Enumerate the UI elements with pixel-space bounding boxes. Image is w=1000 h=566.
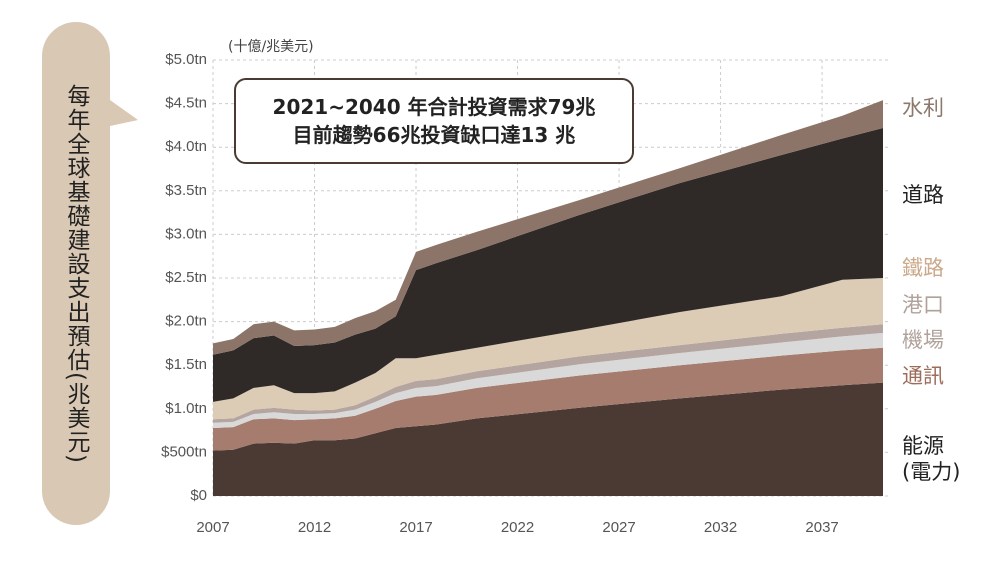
legend-label: 能源 (電力) xyxy=(902,434,961,484)
ticks: $0 $500tn $1.0tn $1.5tn $2.0tn $2.5tn $3.0tn $3… xyxy=(161,51,839,536)
x-tick-label: 2032 xyxy=(704,519,737,536)
area xyxy=(213,128,883,402)
x-tick-label: 2037 xyxy=(805,519,838,536)
y-axis-label: 每年全球基礎建設支出預估(兆美元) xyxy=(63,83,89,464)
x-tick-label: 2017 xyxy=(399,519,432,536)
y-tick-label: $500tn xyxy=(161,443,207,460)
areas xyxy=(213,100,883,496)
area xyxy=(213,100,883,355)
legend-label: 港口 xyxy=(902,293,944,317)
y-tick-label: $4.5tn xyxy=(165,95,207,112)
label-bubble xyxy=(42,22,138,525)
y-tick-label: $5.0tn xyxy=(165,51,207,68)
y-axis-label-box: 每年全球基礎建設支出預估(兆美元) xyxy=(42,22,110,525)
area xyxy=(213,332,883,428)
x-tick-label: 2022 xyxy=(501,519,534,536)
area xyxy=(213,278,883,420)
y-tick-label: $2.5tn xyxy=(165,269,207,286)
y-tick-label: $1.0tn xyxy=(165,400,207,417)
legend-label: 通訊 xyxy=(902,364,944,388)
area xyxy=(213,347,883,451)
y-tick-label: $3.0tn xyxy=(165,225,207,242)
legend-label: 鐵路 xyxy=(902,256,944,280)
annotation-line: 目前趨勢66兆投資缺口達13 兆 xyxy=(292,123,576,147)
area xyxy=(213,324,883,423)
y-tick-label: $3.5tn xyxy=(165,182,207,199)
annotation-line: 2021~2040 年合計投資需求79兆 xyxy=(272,95,596,119)
legend-label: 道路 xyxy=(902,183,944,207)
y-tick-label: $2.0tn xyxy=(165,313,207,330)
legend-label: 機場 xyxy=(902,328,944,352)
y-tick-label: $0 xyxy=(190,487,207,504)
area xyxy=(213,382,883,496)
unit-label: (十億/兆美元) xyxy=(228,39,314,55)
x-tick-label: 2027 xyxy=(602,519,635,536)
x-tick-label: 2007 xyxy=(196,519,229,536)
annotation: 2021~2040 年合計投資需求79兆 目前趨勢66兆投資缺口達13 兆 xyxy=(234,78,634,164)
x-tick-label: 2012 xyxy=(298,519,331,536)
y-tick-label: $4.0tn xyxy=(165,138,207,155)
legend-label: 水利 xyxy=(902,96,944,120)
y-tick-label: $1.5tn xyxy=(165,356,207,373)
